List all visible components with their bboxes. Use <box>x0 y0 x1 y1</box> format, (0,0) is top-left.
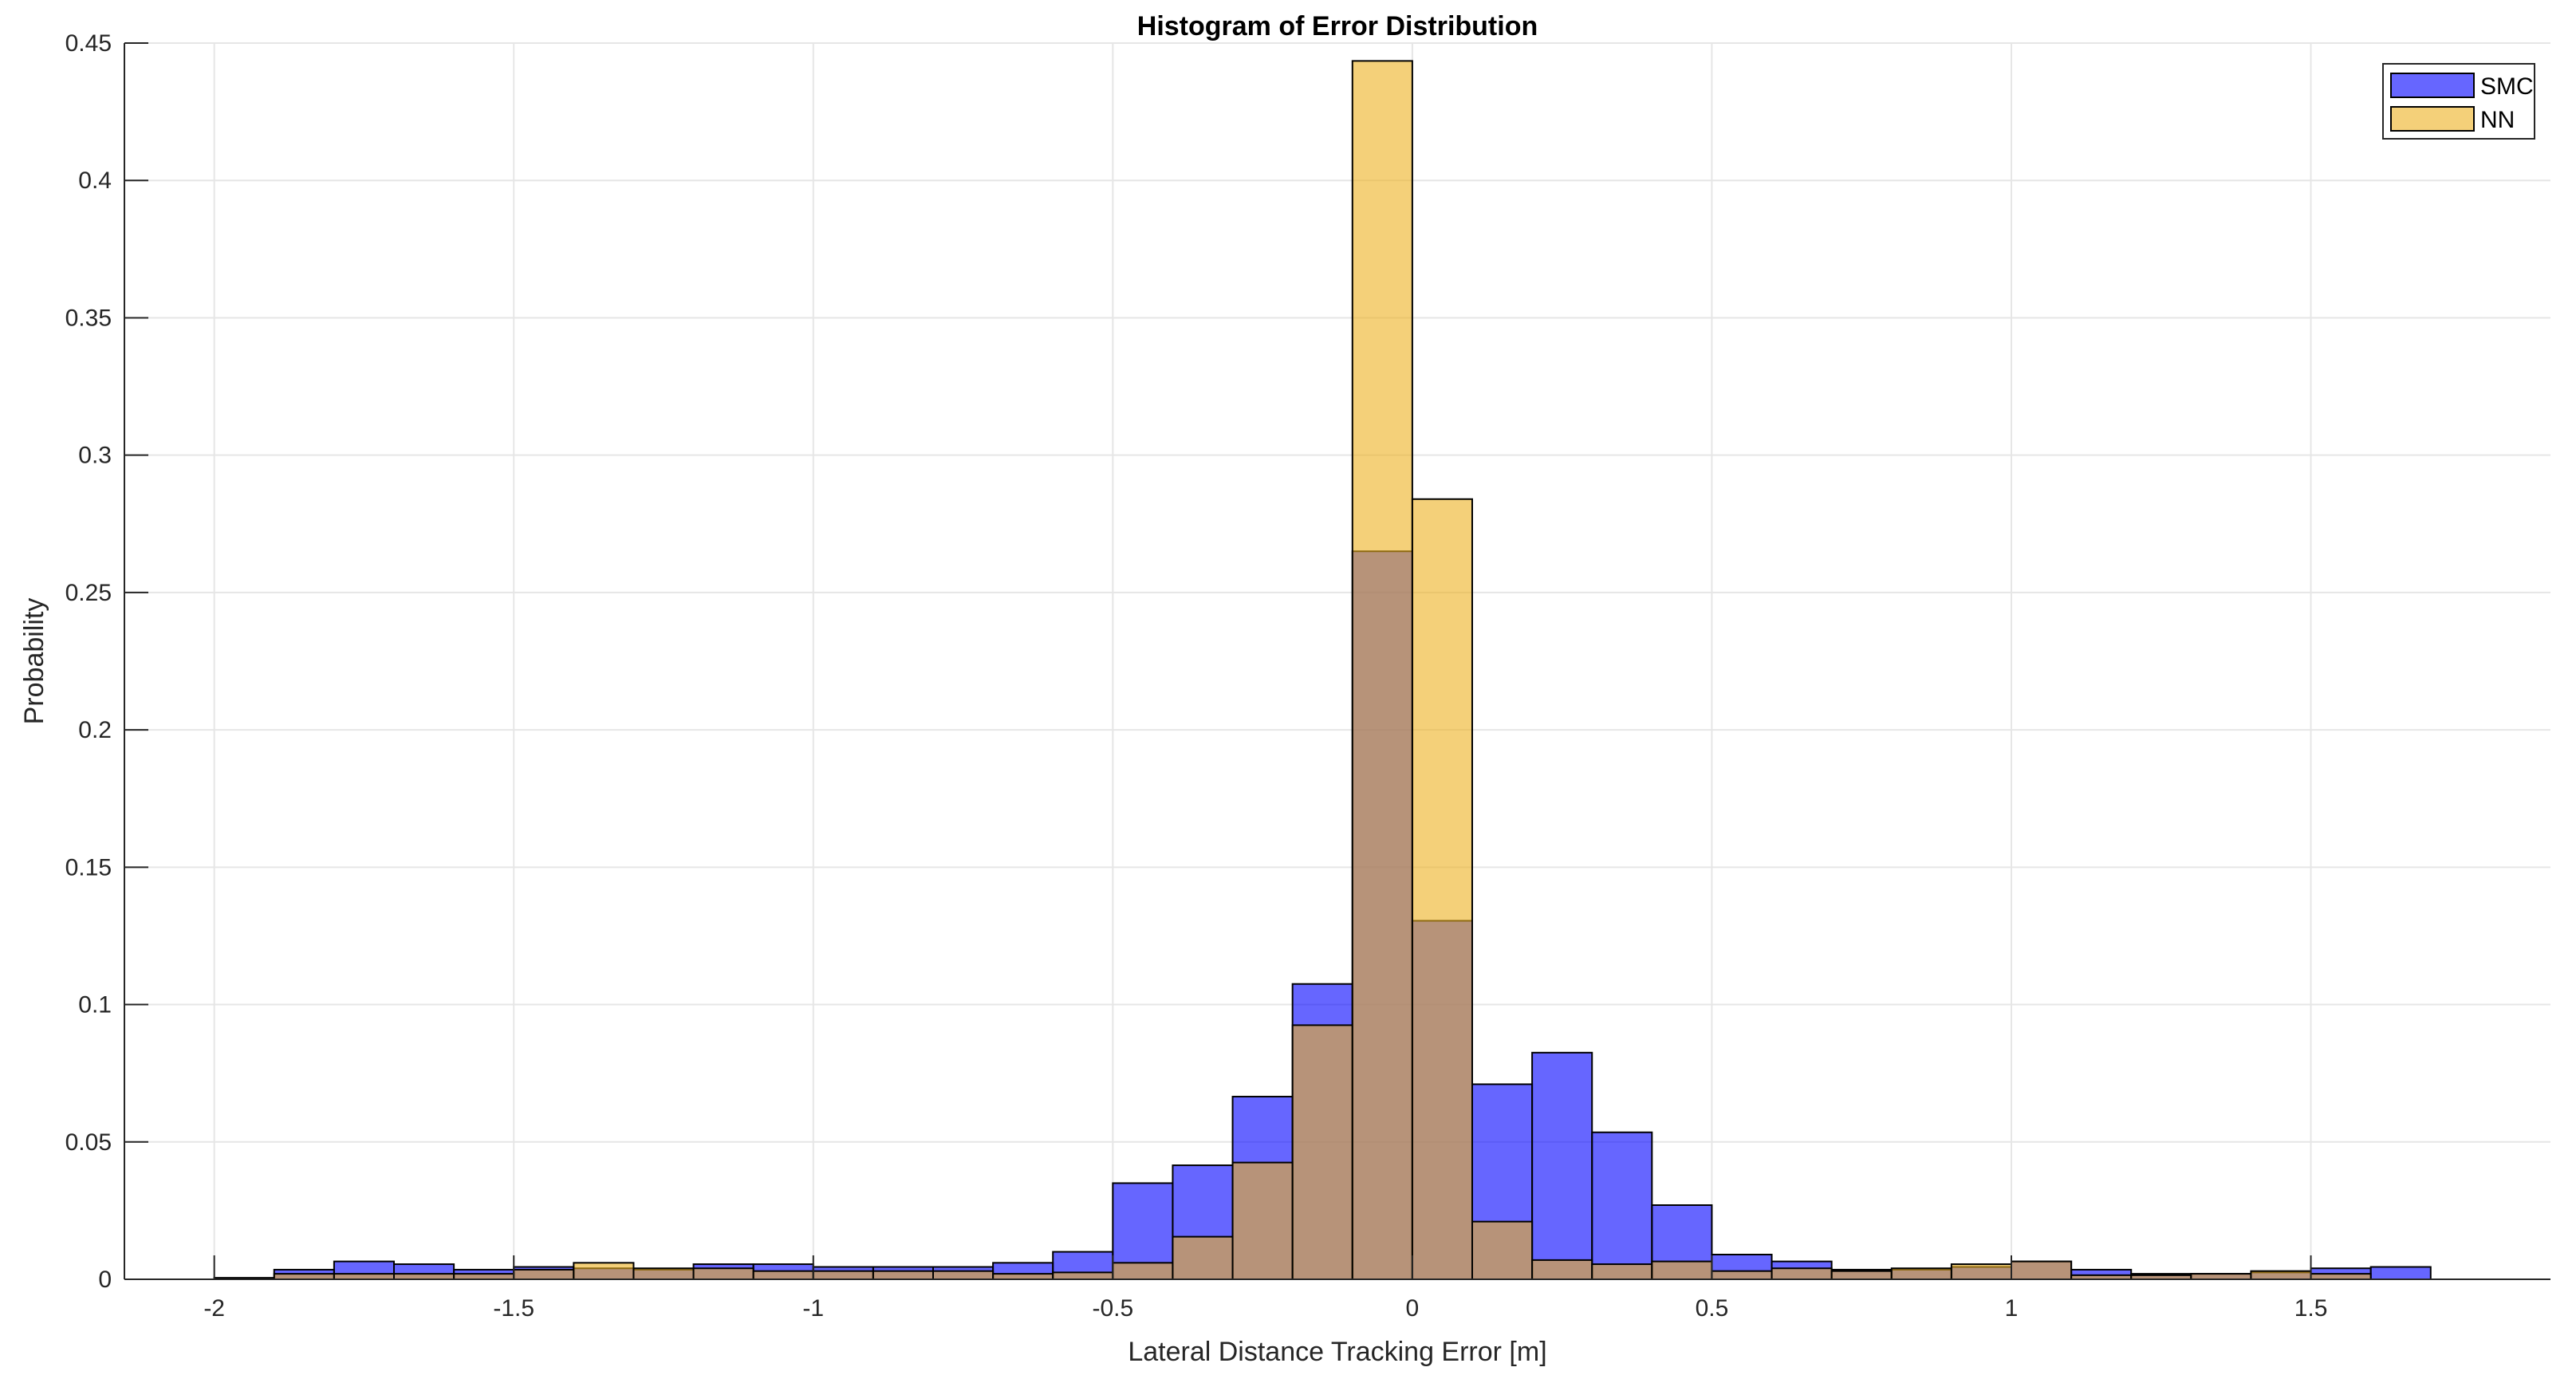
legend: SMC NN <box>2382 63 2535 140</box>
bar-nn <box>1890 1267 1952 1280</box>
bar-nn <box>1591 1263 1653 1280</box>
x-tick-label: 0.5 <box>1696 1295 1729 1322</box>
x-tick-label: 1 <box>2005 1295 2019 1322</box>
bar-nn <box>1651 1260 1713 1280</box>
y-tick-label: 0.05 <box>65 1129 112 1156</box>
x-tick-label: -1.5 <box>493 1295 534 1322</box>
y-tick-label: 0.45 <box>65 30 112 57</box>
y-tick-label: 0.1 <box>78 992 112 1018</box>
bar-nn <box>1471 1220 1534 1280</box>
y-tick-label: 0.3 <box>78 443 112 469</box>
bar-nn <box>1711 1270 1773 1280</box>
x-tick-label: -1 <box>802 1295 824 1322</box>
bar-nn <box>453 1273 515 1280</box>
bar-nn <box>573 1262 635 1281</box>
bar-nn <box>393 1273 455 1280</box>
bar-nn <box>2190 1273 2252 1280</box>
bar-nn <box>2011 1260 2073 1280</box>
axes <box>124 42 2550 1280</box>
bar-nn <box>1950 1263 2013 1280</box>
bar-nn <box>1411 498 1474 1280</box>
bar-smc <box>1531 1051 1593 1281</box>
y-axis-label: Probability <box>19 598 49 725</box>
bar-nn <box>812 1270 874 1280</box>
x-tick-label: -0.5 <box>1092 1295 1133 1322</box>
bar-nn <box>1052 1271 1114 1281</box>
bar-nn <box>1172 1235 1234 1280</box>
bar-nn <box>992 1273 1054 1280</box>
y-tick-label: 0.35 <box>65 305 112 331</box>
bar-nn <box>632 1267 695 1280</box>
legend-label-nn: NN <box>2480 107 2515 133</box>
tick-labels: -2 -1.5 -1 -0.5 0 0.5 1 1.5 0 0.05 0.1 0.15 0.2 0.25 0… <box>65 30 2328 1322</box>
y-tick-label: 0.25 <box>65 580 112 606</box>
bar-nn <box>1531 1259 1593 1281</box>
y-tick-label: 0.15 <box>65 854 112 881</box>
chart-title: Histogram of Error Distribution <box>1137 11 1538 41</box>
y-tick-label: 0.2 <box>78 717 112 743</box>
y-tick-label: 0 <box>98 1267 112 1293</box>
x-tick-label: 1.5 <box>2294 1295 2328 1322</box>
x-axis-label: Lateral Distance Tracking Error [m] <box>1128 1337 1546 1367</box>
x-tick-label: 0 <box>1406 1295 1420 1322</box>
bar-nn <box>1291 1024 1353 1281</box>
bar-smc <box>2369 1266 2432 1280</box>
bar-nn <box>1112 1262 1174 1281</box>
y-tick-label: 0.4 <box>78 167 112 194</box>
bar-nn <box>752 1270 814 1280</box>
bar-nn <box>273 1273 335 1280</box>
bar-smc <box>1591 1131 1653 1280</box>
bar-nn <box>2310 1273 2372 1280</box>
legend-label-smc: SMC <box>2480 73 2534 100</box>
legend-swatch-smc <box>2390 73 2475 98</box>
bar-nn <box>513 1268 575 1281</box>
bar-nn <box>333 1273 395 1280</box>
bar-nn <box>1830 1270 1893 1280</box>
x-tick-label: -2 <box>203 1295 225 1322</box>
bar-nn <box>1351 60 1413 1280</box>
bar-nn <box>1231 1161 1294 1280</box>
bar-nn <box>692 1267 754 1280</box>
bar-nn <box>872 1270 935 1280</box>
legend-swatch-nn <box>2390 106 2475 132</box>
bar-nn <box>932 1270 995 1280</box>
bar-nn <box>2250 1270 2312 1280</box>
bar-nn <box>1771 1267 1833 1280</box>
